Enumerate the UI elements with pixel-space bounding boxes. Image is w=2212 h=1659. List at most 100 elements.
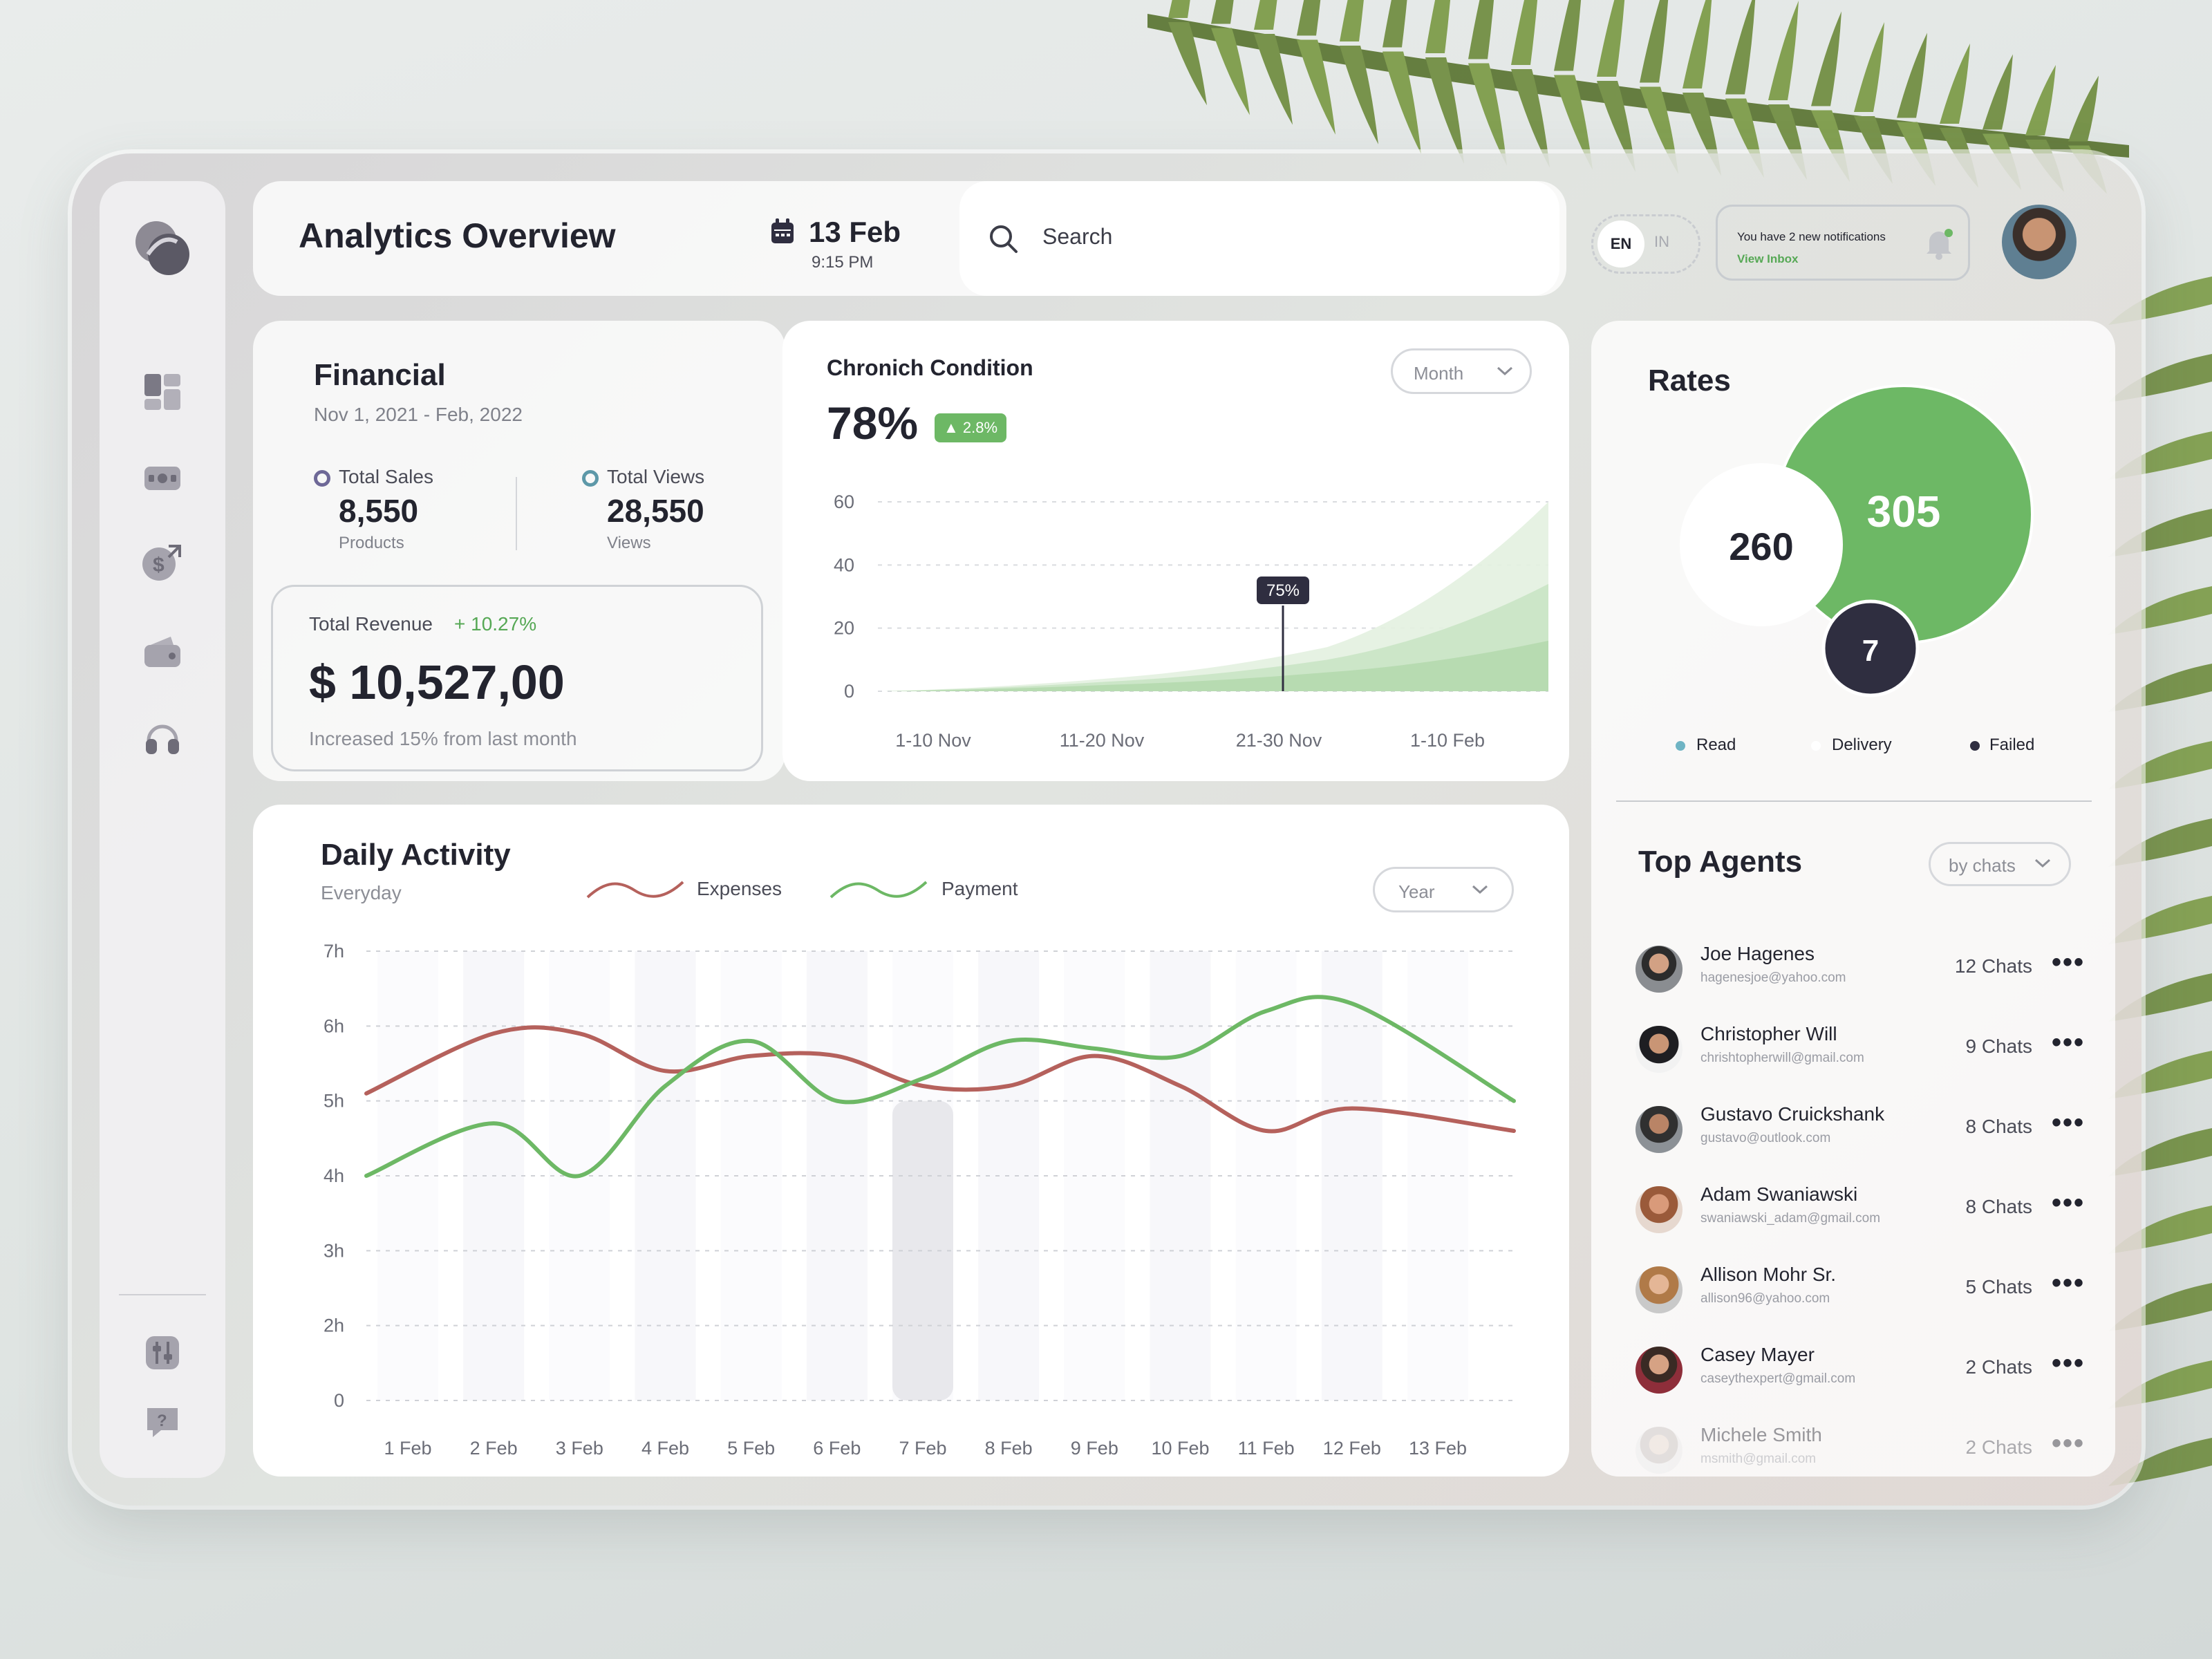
fern-leaflet bbox=[1425, 57, 1464, 164]
legend-delivery: Delivery bbox=[1832, 735, 1892, 754]
search-input[interactable]: Search bbox=[959, 181, 1559, 296]
fern-leaflet bbox=[1254, 34, 1293, 125]
x-tick-label: 12 Feb bbox=[1323, 1438, 1381, 1456]
x-tick-label: 10 Feb bbox=[1151, 1438, 1209, 1456]
agent-email: msmith@gmail.com bbox=[1700, 1452, 1817, 1466]
more-options-icon[interactable]: ••• bbox=[2051, 1268, 2085, 1298]
chronic-value: 78% bbox=[827, 397, 919, 449]
dollar-transfer-icon[interactable]: $ bbox=[138, 538, 187, 586]
dashboard-icon[interactable] bbox=[138, 368, 187, 416]
fern-leaflet bbox=[1168, 22, 1207, 106]
fern-leaflet bbox=[1725, 0, 1756, 95]
agent-row[interactable]: Christopher Will chrishtopherwill@gmail.c… bbox=[1635, 1019, 2085, 1088]
series-line-expenses bbox=[364, 1025, 1516, 1134]
agent-avatar bbox=[1635, 946, 1683, 993]
fern-leaflet bbox=[2025, 65, 2056, 135]
x-tick-label: 2 Feb bbox=[470, 1438, 518, 1456]
agent-email: gustavo@outlook.com bbox=[1700, 1131, 1831, 1145]
app-logo[interactable] bbox=[131, 217, 194, 279]
column-stripe bbox=[1407, 951, 1468, 1400]
more-options-icon[interactable]: ••• bbox=[2051, 1348, 2085, 1378]
agent-row[interactable]: Allison Mohr Sr. allison96@yahoo.com 5 Cha… bbox=[1635, 1259, 2085, 1329]
area-series bbox=[885, 640, 1548, 691]
agent-row[interactable]: Joe Hagenes hagenesjoe@yahoo.com 12 Chats •… bbox=[1635, 939, 2085, 1008]
agent-chat-count: 2 Chats bbox=[1965, 1356, 2033, 1378]
rates-bubble-white-label: 260 bbox=[1729, 525, 1793, 568]
purse-icon[interactable] bbox=[138, 628, 187, 676]
y-tick-label: 2h bbox=[324, 1315, 344, 1336]
more-options-icon[interactable]: ••• bbox=[2051, 1027, 2085, 1058]
notification-box[interactable]: You have 2 new notifications View Inbox bbox=[1716, 205, 1970, 281]
more-options-icon[interactable]: ••• bbox=[2051, 1188, 2085, 1218]
x-tick-label: 21-30 Nov bbox=[1236, 730, 1322, 751]
rates-title: Rates bbox=[1648, 364, 1731, 397]
financial-title: Financial bbox=[314, 358, 446, 392]
revenue-delta: + 10.27% bbox=[454, 613, 537, 635]
svg-text:?: ? bbox=[157, 1412, 167, 1430]
help-icon[interactable]: ? bbox=[138, 1398, 187, 1446]
header-date: 13 Feb bbox=[809, 216, 901, 248]
lang-en-option[interactable]: EN bbox=[1597, 221, 1644, 268]
y-tick-label: 0 bbox=[844, 681, 854, 702]
fern-leaflet bbox=[1211, 0, 1234, 24]
x-tick-label: 11 Feb bbox=[1238, 1438, 1295, 1456]
revenue-label: Total Revenue bbox=[309, 613, 433, 635]
chronic-area-chart: 0 20 40 60 1-10 Nov 11-20 Nov 21-30 Nov 1-10 Fe… bbox=[834, 491, 1548, 751]
header-time: 9:15 PM bbox=[812, 253, 874, 272]
y-tick-label: 5h bbox=[324, 1091, 344, 1112]
view-inbox-link[interactable]: View Inbox bbox=[1737, 252, 1799, 265]
fern-leaflet bbox=[1211, 28, 1250, 115]
total-sales-value: 8,550 bbox=[339, 493, 419, 529]
fern-leaflet bbox=[1897, 32, 1927, 118]
x-tick-label: 5 Feb bbox=[727, 1438, 775, 1456]
agent-row[interactable]: Adam Swaniawski swaniawski_adam@gmail.com… bbox=[1635, 1179, 2085, 1248]
agent-row[interactable]: Michele Smith msmith@gmail.com 2 Chats ••• bbox=[1635, 1420, 2085, 1489]
fern-leaflet bbox=[1511, 0, 1538, 65]
legend-expenses-line bbox=[586, 881, 684, 899]
settings-sliders-icon[interactable] bbox=[138, 1329, 187, 1377]
legend-delivery-dot bbox=[1811, 741, 1821, 751]
agent-email: caseythexpert@gmail.com bbox=[1700, 1371, 1856, 1386]
x-tick-label: 3 Feb bbox=[556, 1438, 603, 1456]
lang-in-option[interactable]: IN bbox=[1654, 233, 1669, 250]
month-dropdown-label: Month bbox=[1414, 363, 1464, 384]
x-tick-label: 1 Feb bbox=[384, 1438, 431, 1456]
agent-avatar bbox=[1635, 1347, 1683, 1394]
rates-bubble-white bbox=[1680, 463, 1843, 626]
chevron-down-icon bbox=[2034, 859, 2051, 868]
column-stripe bbox=[806, 951, 868, 1400]
agent-chat-count: 8 Chats bbox=[1965, 1196, 2033, 1217]
x-tick-label: 8 Feb bbox=[985, 1438, 1033, 1456]
user-avatar[interactable] bbox=[2002, 205, 2077, 279]
agents-filter-dropdown[interactable]: by chats bbox=[1929, 842, 2071, 886]
rates-divider bbox=[1616, 800, 2092, 802]
month-dropdown[interactable]: Month bbox=[1391, 348, 1532, 394]
agent-row[interactable]: Gustavo Cruickshank gustavo@outlook.com 8 … bbox=[1635, 1099, 2085, 1168]
daily-activity-subtitle: Everyday bbox=[321, 882, 402, 903]
x-tick-label: 4 Feb bbox=[641, 1438, 689, 1456]
legend-failed: Failed bbox=[1989, 735, 2035, 754]
fern-leaflet bbox=[2068, 75, 2099, 142]
agent-row[interactable]: Casey Mayer caseythexpert@gmail.com 2 Chat… bbox=[1635, 1340, 2085, 1409]
legend-read-dot bbox=[1676, 741, 1685, 751]
legend-read: Read bbox=[1696, 735, 1736, 754]
legend-payment-line bbox=[830, 881, 928, 899]
fern-leaflet bbox=[1297, 0, 1321, 36]
more-options-icon[interactable]: ••• bbox=[2051, 947, 2085, 977]
rates-bubble-chart: 305 260 7 bbox=[1680, 384, 2034, 697]
agent-email: hagenesjoe@yahoo.com bbox=[1700, 971, 1846, 985]
more-options-icon[interactable]: ••• bbox=[2051, 1107, 2085, 1138]
agent-chat-count: 9 Chats bbox=[1965, 1035, 2033, 1057]
x-tick-label: 1-10 Feb bbox=[1410, 730, 1485, 751]
legend-payment: Payment bbox=[941, 878, 1018, 899]
language-toggle[interactable]: EN IN bbox=[1591, 214, 1700, 274]
wallet-cash-icon[interactable] bbox=[138, 453, 187, 502]
x-tick-label: 7 Feb bbox=[899, 1438, 946, 1456]
headphones-icon[interactable] bbox=[138, 713, 187, 762]
year-dropdown[interactable]: Year bbox=[1373, 867, 1514, 912]
tooltip-box bbox=[1257, 577, 1309, 604]
x-tick-label: 13 Feb bbox=[1409, 1438, 1467, 1456]
sidebar-divider bbox=[119, 1294, 206, 1295]
fern-leaflet bbox=[1854, 22, 1884, 112]
more-options-icon[interactable]: ••• bbox=[2051, 1428, 2085, 1459]
